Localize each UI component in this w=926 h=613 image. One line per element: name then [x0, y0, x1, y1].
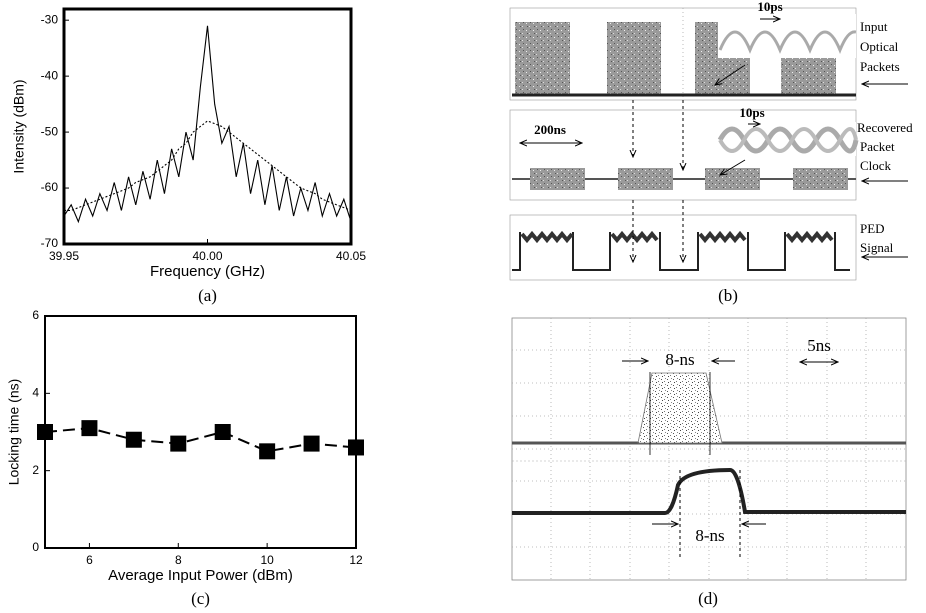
- trace-label: Recovered: [857, 120, 913, 135]
- annotation: 8-ns: [695, 526, 724, 545]
- packet: [515, 22, 570, 94]
- inset: [718, 122, 856, 156]
- x-axis-label: Frequency (GHz): [150, 263, 265, 280]
- time-scale: 10ps: [739, 105, 764, 120]
- y-tick-label: 6: [32, 308, 39, 322]
- data-point: [215, 424, 231, 440]
- caption: (a): [198, 286, 217, 305]
- x-tick-label: 8: [175, 553, 182, 567]
- series-line: [64, 26, 351, 222]
- time-scale: 10ps: [757, 0, 782, 14]
- y-tick-label: 4: [32, 386, 39, 400]
- x-tick-label: 40.00: [192, 249, 222, 263]
- packet: [618, 168, 673, 190]
- time-scale: 200ns: [534, 122, 566, 137]
- data-point: [126, 432, 142, 448]
- panel-b: 10ps Input Optical Packets 10ps 200ns Re…: [510, 0, 913, 305]
- trace-label: Signal: [860, 240, 894, 255]
- data-point: [348, 439, 364, 455]
- data-point: [170, 436, 186, 452]
- y-tick-label: -70: [41, 236, 59, 250]
- y-axis-label: Locking time (ns): [6, 379, 22, 486]
- y-tick-label: -50: [41, 124, 59, 138]
- y-axis-label: Intensity (dBm): [11, 79, 27, 173]
- series-line: [64, 121, 351, 211]
- x-axis-label: Average Input Power (dBm): [108, 567, 293, 584]
- x-tick-label: 10: [260, 553, 274, 567]
- y-tick-label: -60: [41, 180, 59, 194]
- packet: [530, 168, 585, 190]
- x-tick-label: 40.05: [336, 249, 366, 263]
- caption: (d): [698, 589, 718, 608]
- trace-label: Optical: [860, 39, 899, 54]
- y-tick-label: -40: [41, 68, 59, 82]
- trace-label: PED: [860, 221, 885, 236]
- x-tick-label: 6: [86, 553, 93, 567]
- y-tick-label: 0: [32, 540, 39, 554]
- y-tick-label: -30: [41, 12, 59, 26]
- annotation: 5ns: [807, 336, 831, 355]
- packet: [781, 58, 836, 94]
- panel-d: 8-ns 5ns 8-ns (d): [512, 318, 906, 608]
- annotation: 8-ns: [665, 350, 694, 369]
- figure: 10ps Input Optical Packets 10ps 200ns Re…: [0, 0, 926, 613]
- data-point: [259, 443, 275, 459]
- trace-label: Input: [860, 19, 888, 34]
- caption: (b): [718, 286, 738, 305]
- trace-label: Clock: [860, 158, 892, 173]
- trace-label: Packets: [860, 59, 900, 74]
- packet: [705, 168, 760, 190]
- caption: (c): [191, 589, 210, 608]
- x-tick-label: 12: [349, 553, 363, 567]
- data-point: [304, 436, 320, 452]
- trace-label: Packet: [860, 139, 895, 154]
- y-tick-label: 2: [32, 463, 39, 477]
- data-point: [37, 424, 53, 440]
- packet: [793, 168, 848, 190]
- data-point: [81, 420, 97, 436]
- x-tick-label: 39.95: [49, 249, 79, 263]
- packet: [607, 22, 661, 94]
